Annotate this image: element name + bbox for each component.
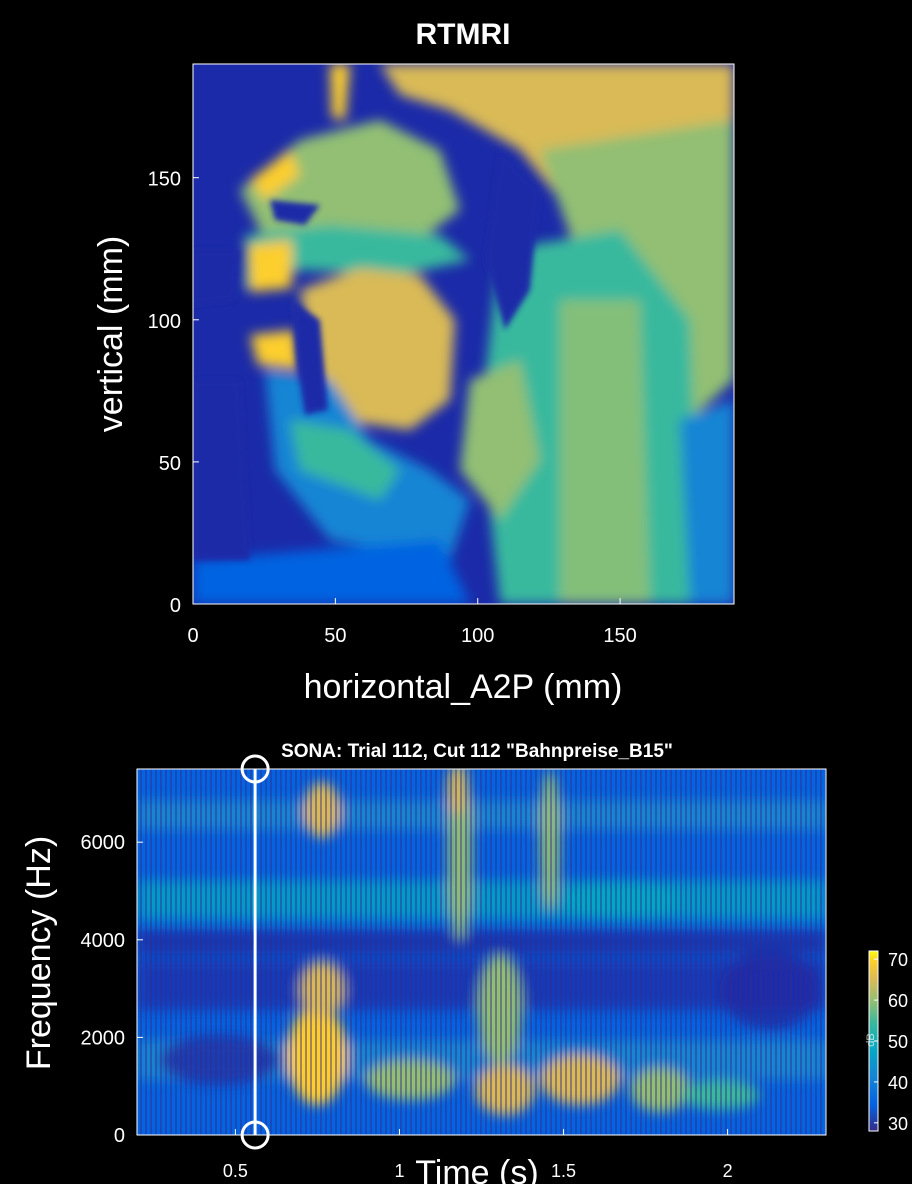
spectrogram-image [137, 769, 826, 1135]
colorbar [869, 951, 878, 1131]
spec-xtick-label: 2 [723, 1161, 733, 1181]
spec-ytick-label: 2000 [81, 1027, 126, 1049]
mri-ylabel: vertical (mm) [92, 236, 130, 432]
spec-xlabel: Time (s) [415, 1154, 538, 1184]
colorbar-tick-label: 70 [888, 950, 908, 970]
colorbar-ticks: 30 40 50 60 70 [874, 950, 908, 1134]
mri-axes-box [192, 63, 735, 605]
mri-ytick-label: 0 [170, 595, 181, 617]
mri-xlabel: horizontal_A2P (mm) [304, 668, 623, 706]
mri-image [193, 64, 734, 604]
mri-xtick-label: 150 [603, 625, 636, 647]
spec-title: SONA: Trial 112, Cut 112 "Bahnpreise_B15… [281, 741, 673, 762]
mri-title: RTMRI [416, 18, 511, 51]
cursor-bottom-handle[interactable] [240, 1120, 270, 1150]
mri-xtick-label: 0 [187, 625, 198, 647]
colorbar-tick-label: 40 [888, 1073, 908, 1093]
mri-ytick-label: 50 [159, 453, 181, 475]
spec-ytick-label: 6000 [81, 832, 126, 854]
mri-xtick-label: 50 [324, 625, 346, 647]
spec-ytick-label: 4000 [81, 930, 126, 952]
colorbar-tick-label: 30 [888, 1114, 908, 1134]
spec-axes-box [136, 768, 827, 1136]
time-cursor[interactable] [240, 754, 270, 1150]
spec-xtick-label: 1.5 [551, 1161, 576, 1181]
spec-ylabel: Frequency (Hz) [20, 836, 58, 1070]
spec-axis-ticks: 0.5 1 1.5 2 0 2000 4000 6000 [81, 832, 733, 1181]
colorbar-tick-label: 50 [888, 1032, 908, 1052]
cursor-top-handle[interactable] [240, 754, 270, 784]
mri-xtick-label: 100 [461, 625, 494, 647]
mri-ytick-label: 150 [148, 169, 181, 191]
mri-axis-ticks: 0 50 100 150 0 50 100 150 [148, 169, 637, 647]
mri-ytick-label: 100 [148, 311, 181, 333]
colorbar-label: dB [865, 1033, 877, 1046]
spec-ytick-label: 0 [114, 1125, 125, 1147]
spec-xtick-label: 0.5 [223, 1161, 248, 1181]
spec-xtick-label: 1 [394, 1161, 404, 1181]
colorbar-tick-label: 60 [888, 991, 908, 1011]
